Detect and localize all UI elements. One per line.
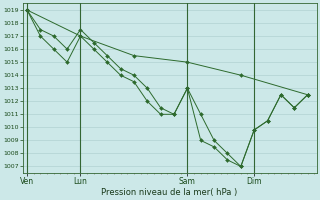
X-axis label: Pression niveau de la mer( hPa ): Pression niveau de la mer( hPa ) (101, 188, 238, 197)
